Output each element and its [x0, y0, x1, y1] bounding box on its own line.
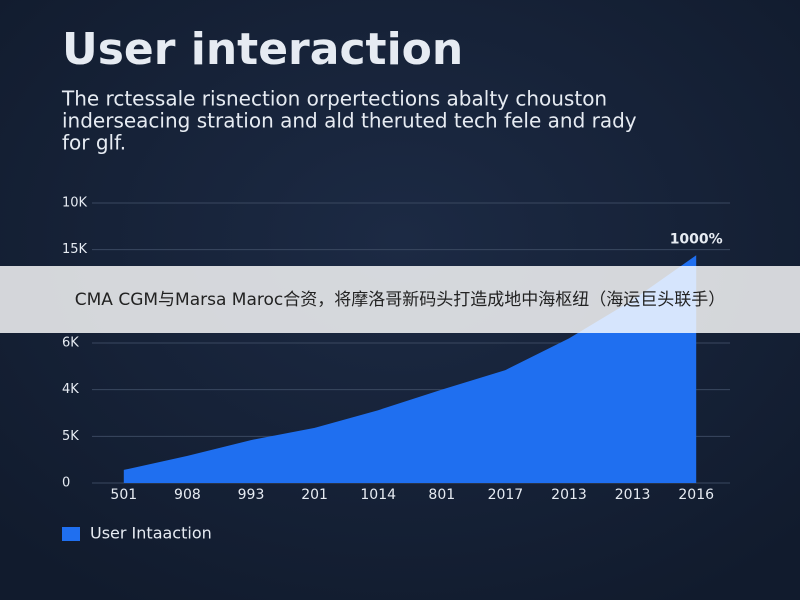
- x-tick-label: 2016: [678, 487, 714, 503]
- y-tick-label: 10K: [62, 196, 88, 211]
- subtitle: The rctessale risnection orpertections a…: [61, 87, 607, 111]
- x-tick-label: 501: [110, 487, 137, 503]
- x-tick-label: 2017: [488, 487, 524, 503]
- chart-title: User interaction: [62, 24, 463, 75]
- banner-text: CMA CGM与Marsa Maroc合资，将摩洛哥新码头打造成地中海枢纽（海运…: [75, 290, 725, 310]
- x-tick-label: 201: [301, 487, 328, 503]
- x-tick-label: 801: [428, 487, 455, 503]
- y-tick-label: 6K: [62, 336, 79, 351]
- annotation: 1000%: [670, 231, 723, 247]
- x-tick-label: 1014: [360, 487, 396, 503]
- banner: [0, 266, 800, 333]
- legend-label: User Intaaction: [90, 524, 212, 543]
- y-tick-label: 5K: [62, 429, 79, 444]
- legend-swatch: [62, 527, 80, 541]
- y-tick-label: 15K: [62, 242, 88, 257]
- area: [123, 255, 697, 483]
- y-tick-label: 0: [62, 476, 70, 491]
- x-tick-label: 993: [238, 487, 265, 503]
- y-tick-label: 4K: [62, 382, 79, 397]
- subtitle: inderseacing stration and ald theruted t…: [62, 109, 637, 133]
- x-tick-label: 2013: [551, 487, 587, 503]
- x-tick-label: 908: [174, 487, 201, 503]
- subtitle: for glf.: [62, 131, 126, 155]
- x-tick-label: 2013: [615, 487, 651, 503]
